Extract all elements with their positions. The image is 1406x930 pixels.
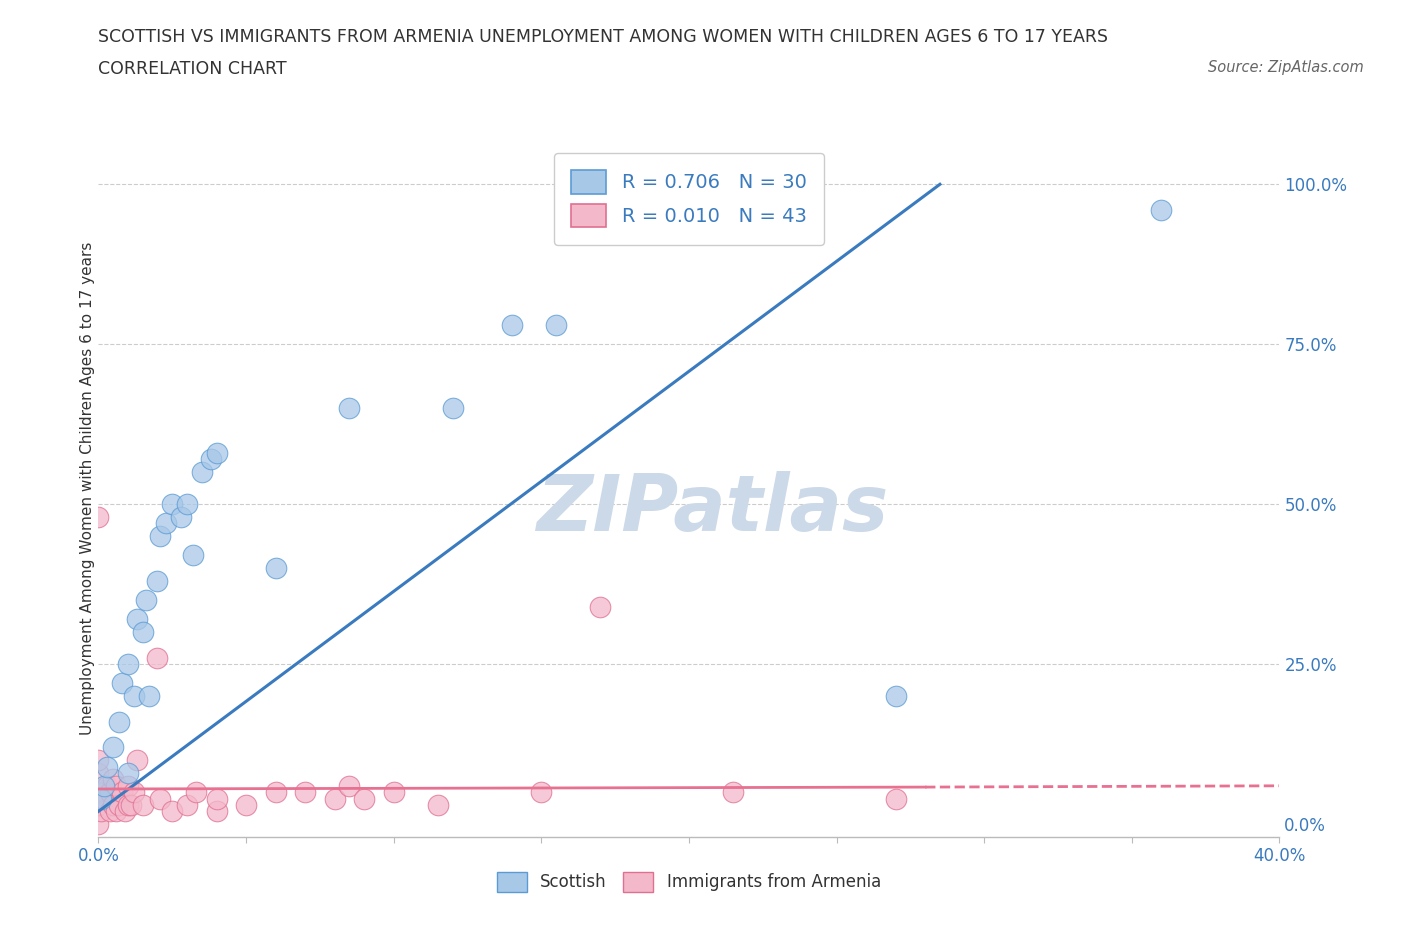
Point: [1150, 203, 1173, 218]
Point: [530, 785, 553, 800]
Point: [323, 791, 346, 806]
Point: [205, 791, 228, 806]
Point: [146, 574, 169, 589]
Point: [353, 791, 375, 806]
Point: [117, 778, 139, 793]
Point: [191, 465, 214, 480]
Point: [264, 785, 287, 800]
Point: [884, 689, 907, 704]
Point: [103, 772, 125, 787]
Point: [105, 778, 128, 793]
Text: CORRELATION CHART: CORRELATION CHART: [98, 60, 287, 78]
Point: [117, 657, 139, 671]
Point: [96, 778, 118, 793]
Point: [93, 791, 115, 806]
Point: [155, 516, 177, 531]
Point: [87, 798, 110, 813]
Point: [337, 401, 360, 416]
Point: [382, 785, 405, 800]
Point: [884, 791, 907, 806]
Point: [441, 401, 464, 416]
Point: [90, 791, 112, 806]
Point: [176, 798, 198, 813]
Point: [87, 765, 110, 780]
Point: [90, 804, 112, 818]
Point: [149, 791, 172, 806]
Point: [98, 804, 121, 818]
Point: [125, 752, 148, 767]
Y-axis label: Unemployment Among Women with Children Ages 6 to 17 years: Unemployment Among Women with Children A…: [80, 242, 94, 735]
Point: [205, 804, 228, 818]
Point: [337, 778, 360, 793]
Point: [264, 561, 287, 576]
Point: [122, 785, 145, 800]
Point: [200, 452, 222, 467]
Point: [122, 689, 145, 704]
Point: [589, 599, 612, 614]
Point: [184, 785, 207, 800]
Point: [146, 650, 169, 665]
Point: [181, 548, 204, 563]
Point: [98, 785, 121, 800]
Point: [162, 804, 183, 818]
Point: [132, 798, 155, 813]
Point: [111, 676, 134, 691]
Point: [294, 785, 316, 800]
Point: [103, 798, 125, 813]
Point: [87, 510, 110, 525]
Point: [125, 612, 148, 627]
Point: [111, 785, 134, 800]
Legend: Scottish, Immigrants from Armenia: Scottish, Immigrants from Armenia: [484, 858, 894, 906]
Point: [721, 785, 744, 800]
Point: [114, 804, 136, 818]
Point: [108, 714, 131, 729]
Point: [235, 798, 257, 813]
Text: ZIPatlas: ZIPatlas: [537, 472, 889, 547]
Point: [544, 318, 567, 333]
Text: Source: ZipAtlas.com: Source: ZipAtlas.com: [1208, 60, 1364, 75]
Point: [427, 798, 450, 813]
Point: [149, 529, 172, 544]
Point: [205, 445, 228, 460]
Point: [105, 804, 128, 818]
Point: [176, 497, 198, 512]
Point: [93, 778, 115, 793]
Point: [138, 689, 160, 704]
Point: [162, 497, 183, 512]
Point: [96, 759, 118, 774]
Point: [120, 798, 142, 813]
Point: [87, 752, 110, 767]
Text: SCOTTISH VS IMMIGRANTS FROM ARMENIA UNEMPLOYMENT AMONG WOMEN WITH CHILDREN AGES : SCOTTISH VS IMMIGRANTS FROM ARMENIA UNEM…: [98, 28, 1108, 46]
Point: [117, 798, 139, 813]
Point: [108, 798, 131, 813]
Point: [87, 817, 110, 831]
Point: [117, 765, 139, 780]
Point: [87, 785, 110, 800]
Point: [135, 592, 157, 607]
Point: [170, 510, 193, 525]
Point: [103, 740, 125, 755]
Point: [501, 318, 523, 333]
Point: [132, 625, 155, 640]
